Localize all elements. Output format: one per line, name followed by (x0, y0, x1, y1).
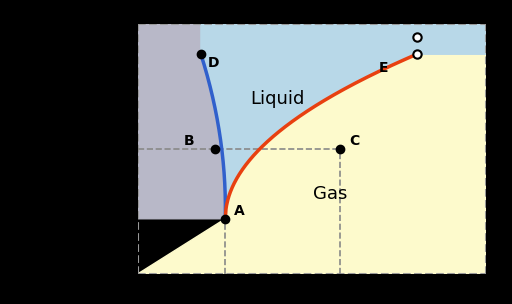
Polygon shape (138, 24, 225, 219)
Text: D: D (208, 56, 219, 70)
Text: E: E (378, 61, 388, 75)
Polygon shape (201, 24, 486, 219)
Text: C: C (349, 134, 359, 148)
Text: B: B (183, 134, 194, 148)
Polygon shape (138, 54, 486, 274)
Text: A: A (234, 204, 245, 218)
Text: Liquid: Liquid (250, 90, 305, 108)
Text: Gas: Gas (312, 185, 347, 203)
